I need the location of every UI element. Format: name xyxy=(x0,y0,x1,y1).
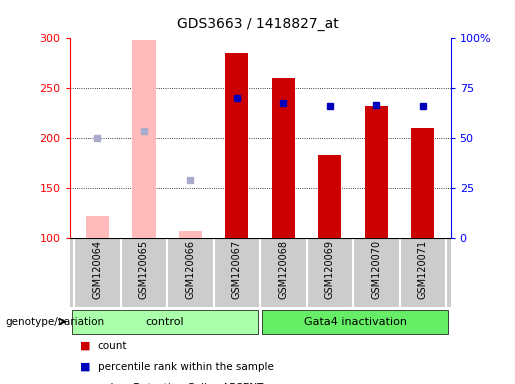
Text: GSM120066: GSM120066 xyxy=(185,240,195,299)
Text: GSM120068: GSM120068 xyxy=(278,240,288,299)
Bar xyxy=(272,78,295,238)
Bar xyxy=(365,106,388,238)
Text: GSM120064: GSM120064 xyxy=(92,240,102,299)
Text: GSM120065: GSM120065 xyxy=(139,240,149,299)
Bar xyxy=(225,53,248,238)
Bar xyxy=(179,231,202,238)
Text: percentile rank within the sample: percentile rank within the sample xyxy=(98,362,274,372)
Bar xyxy=(318,155,341,238)
Text: Gata4 inactivation: Gata4 inactivation xyxy=(304,316,407,327)
Text: count: count xyxy=(98,341,127,351)
Text: value, Detection Call = ABSENT: value, Detection Call = ABSENT xyxy=(98,383,263,384)
Text: ■: ■ xyxy=(80,362,90,372)
Bar xyxy=(86,216,109,238)
Text: ■: ■ xyxy=(80,341,90,351)
Text: control: control xyxy=(146,316,184,327)
Bar xyxy=(72,310,258,334)
Text: ■: ■ xyxy=(80,383,90,384)
Text: GSM120070: GSM120070 xyxy=(371,240,381,299)
Bar xyxy=(263,310,448,334)
Text: genotype/variation: genotype/variation xyxy=(5,316,104,327)
Text: GSM120071: GSM120071 xyxy=(418,240,428,299)
Text: GDS3663 / 1418827_at: GDS3663 / 1418827_at xyxy=(177,17,338,31)
Bar xyxy=(411,128,434,238)
Text: GSM120067: GSM120067 xyxy=(232,240,242,299)
Text: GSM120069: GSM120069 xyxy=(325,240,335,299)
Bar xyxy=(132,40,156,238)
